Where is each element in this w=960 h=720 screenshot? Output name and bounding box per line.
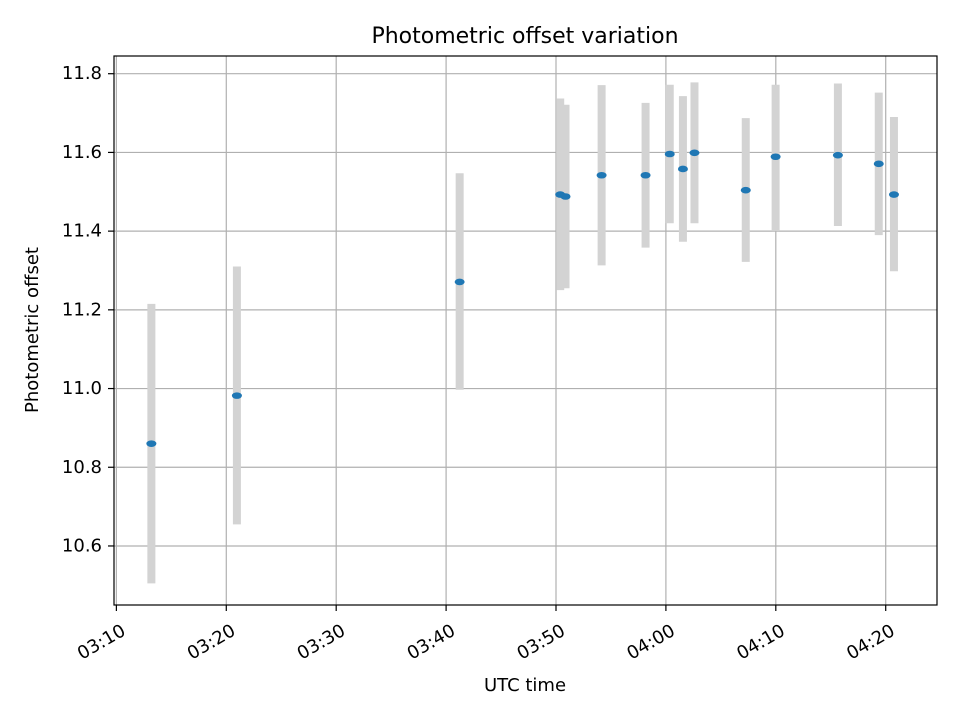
data-point [770,153,781,161]
data-point [689,149,700,157]
data-point [740,186,751,194]
data-point [888,191,899,198]
data-point [454,278,465,286]
errorbar-layer [147,82,898,584]
y-tick-label: 11.8 [62,63,102,84]
x-tick-label: 03:50 [513,620,568,664]
x-tick-label: 03:30 [294,620,349,664]
data-point [231,392,242,399]
y-tick-label: 10.8 [62,457,102,478]
y-tick-label: 10.6 [62,535,102,556]
x-tick-label: 03:40 [404,620,459,664]
data-point [640,171,651,179]
y-tick-label: 11.4 [62,221,102,242]
x-tick-label: 03:10 [74,620,129,664]
y-tick-label: 11.0 [62,378,102,399]
marker-layer [146,149,899,447]
x-tick-label: 04:10 [733,620,788,664]
y-tick-layer: 10.6 10.8 11.0 11.2 11.4 11.6 11.8 [62,63,114,556]
data-point [596,171,607,179]
y-axis-label: Photometric offset [22,247,43,413]
data-point [677,165,688,173]
plot-frame [113,55,938,606]
data-point [664,150,675,158]
data-point [560,193,571,200]
x-tick-layer: 03:10 03:20 03:30 03:40 03:50 04:00 04:10 04:20 [74,605,899,664]
data-point [873,160,884,168]
x-tick-label: 03:20 [184,620,239,664]
data-point [146,440,157,447]
x-tick-label: 04:00 [623,620,678,664]
chart-title: Photometric offset variation [371,24,678,49]
data-point [832,151,843,159]
x-axis-label: UTC time [484,675,566,696]
x-tick-label: 04:20 [843,620,898,664]
y-tick-label: 11.2 [62,299,102,320]
y-tick-label: 11.6 [62,142,102,163]
